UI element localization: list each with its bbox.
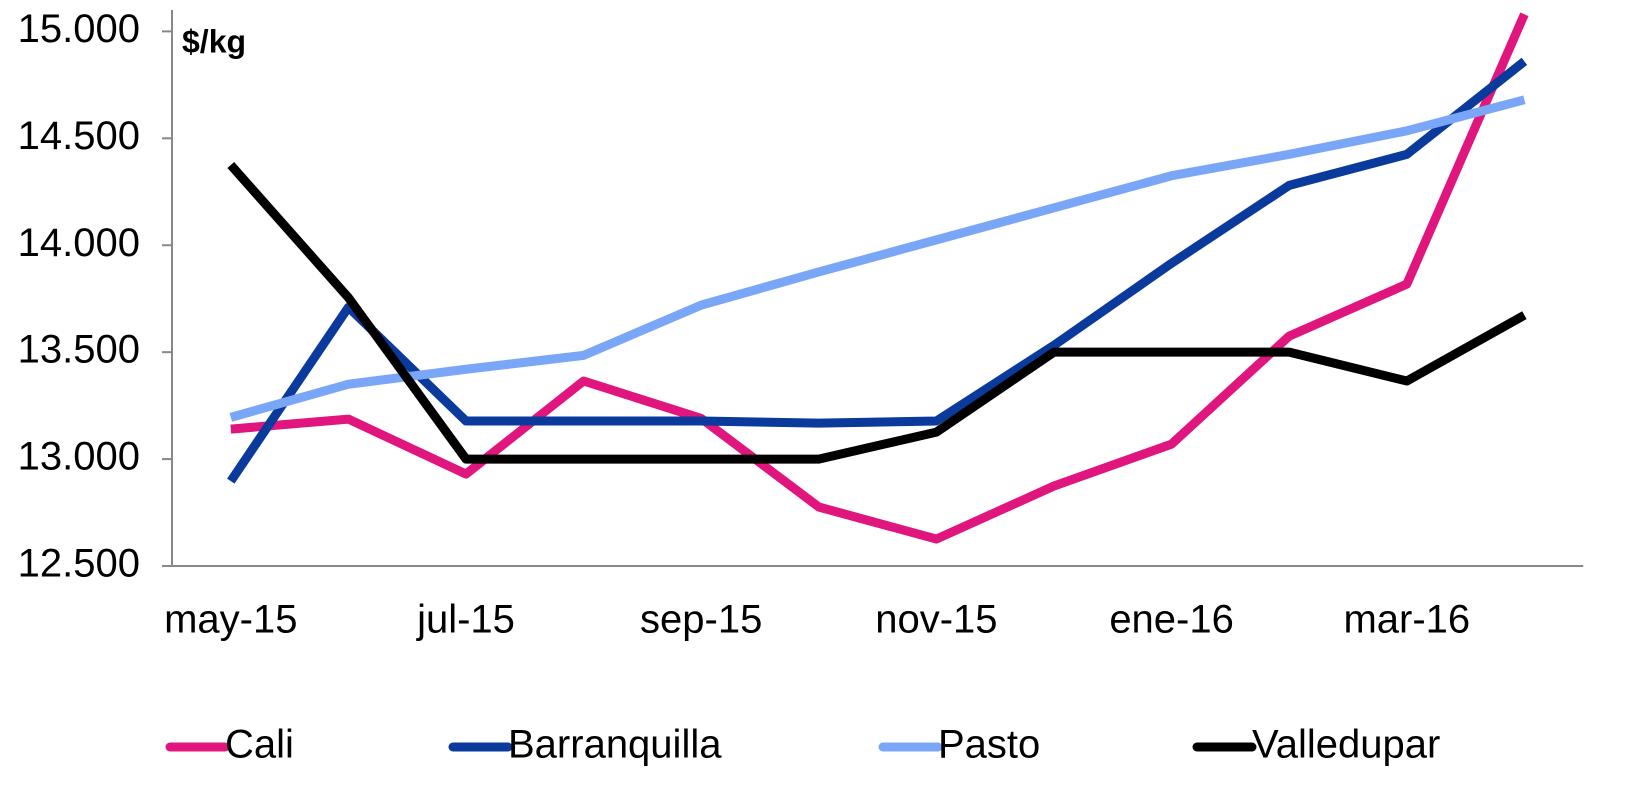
y-tick-label: 13.000 [18,435,140,479]
line-series [227,57,1528,484]
legend-label: Pasto [938,723,1040,767]
x-tick-label: jul-15 [416,598,515,642]
y-tick-label: 15.000 [18,7,140,51]
y-tick-label: 13.500 [18,328,140,372]
x-tick-label: nov-15 [875,598,997,642]
line-series [230,12,1529,544]
y-tick-label: 14.500 [18,114,140,158]
line-series [227,162,1527,464]
y-tick-label: 14.000 [18,221,140,265]
x-tick-label: ene-16 [1109,598,1234,642]
y-tick-label: 12.500 [18,542,140,586]
x-tick-label: sep-15 [640,598,762,642]
x-tick-label: may-15 [164,598,297,642]
unit-annotation: $/kg [182,23,246,59]
x-tick-label: mar-16 [1343,598,1470,642]
legend-label: Barranquilla [508,723,722,767]
legend-label: Valledupar [1252,723,1440,767]
line-series [229,95,1526,422]
legend-label: Cali [225,723,294,767]
